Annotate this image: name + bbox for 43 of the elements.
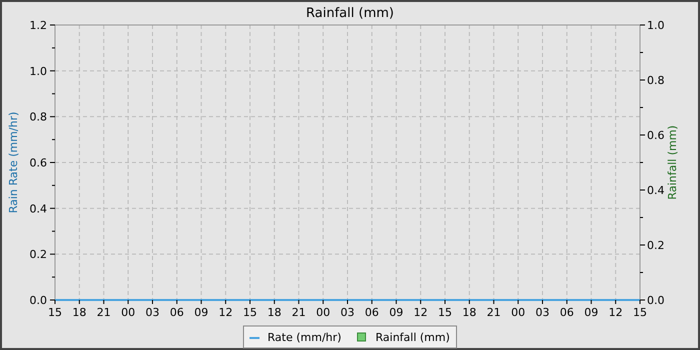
x-tick-label: 15 [243,306,257,319]
x-tick-label: 06 [364,306,379,319]
x-tick-label: 18 [267,306,282,319]
legend-label: Rate (mm/hr) [268,331,342,344]
x-tick-label: 21 [292,306,306,319]
y-tick-label: 0.2 [30,248,47,262]
x-tick-label: 12 [414,306,428,319]
y2-axis-title: Rainfall (mm) [666,125,679,200]
x-tick-label: 21 [486,306,501,319]
chart-title: Rainfall (mm) [306,6,394,21]
y-tick-label: 1.0 [30,64,47,78]
y-tick-label: 0.4 [30,202,47,216]
x-tick-label: 21 [96,306,111,319]
x-tick-label: 06 [560,306,574,319]
y-tick-label: 0.0 [30,294,47,307]
x-tick-label: 12 [218,306,233,319]
x-tick-label: 09 [194,306,208,319]
y-axis-title: Rain Rate (mm/hr) [7,112,20,214]
x-tick-label: 06 [170,306,184,319]
x-tick-label: 00 [316,306,330,319]
y2-tick-label: 0.6 [647,129,664,142]
y2-tick-label: 0.8 [647,74,664,87]
x-tick-label: 15 [438,306,452,319]
x-tick-label: 00 [511,306,526,319]
y-tick-label: 0.8 [30,110,47,124]
y2-tick-label: 1.0 [647,19,664,32]
y2-tick-label: 0.4 [647,184,664,197]
x-tick-label: 15 [633,306,647,319]
x-tick-label: 03 [146,306,160,319]
y-tick-label: 0.6 [30,156,47,170]
x-tick-label: 18 [72,306,86,319]
x-tick-label: 03 [340,306,354,319]
x-tick-label: 03 [536,306,550,319]
x-tick-label: 18 [462,306,476,319]
y2-tick-label: 0.0 [647,294,664,307]
x-tick-label: 09 [584,306,598,319]
y2-tick-label: 0.2 [647,239,664,252]
x-tick-label: 12 [608,306,623,319]
y-tick-label: 1.2 [30,19,47,32]
x-tick-label: 00 [121,306,136,319]
legend-label: Rainfall (mm) [376,331,450,344]
x-tick-label: 09 [389,306,404,319]
x-tick-label: 15 [48,306,62,319]
